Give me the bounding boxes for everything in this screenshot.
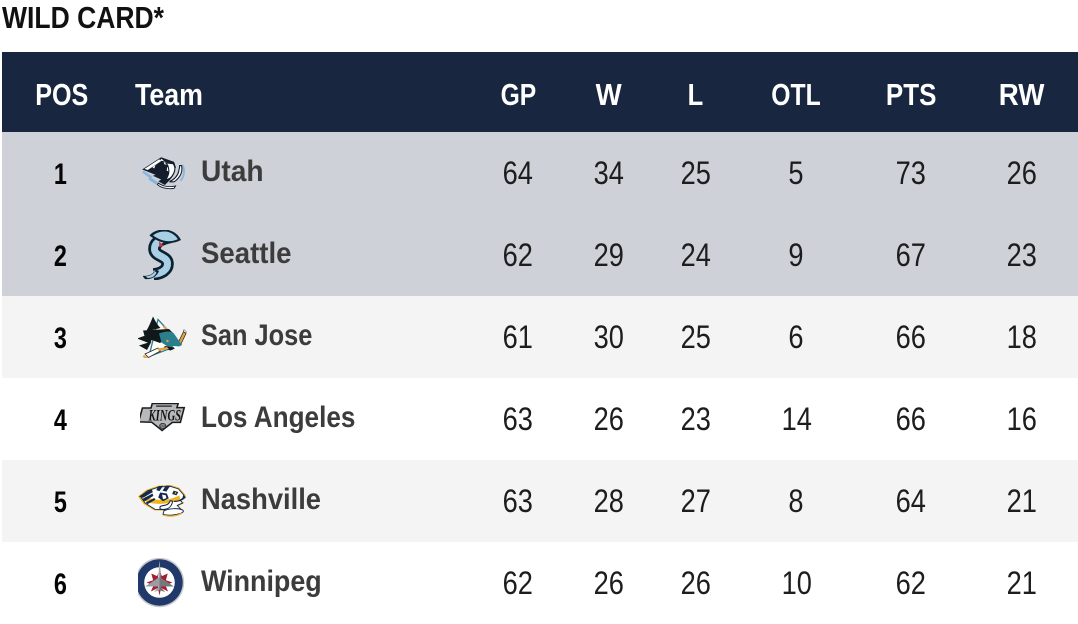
svg-text:KINGS: KINGS — [147, 406, 180, 423]
